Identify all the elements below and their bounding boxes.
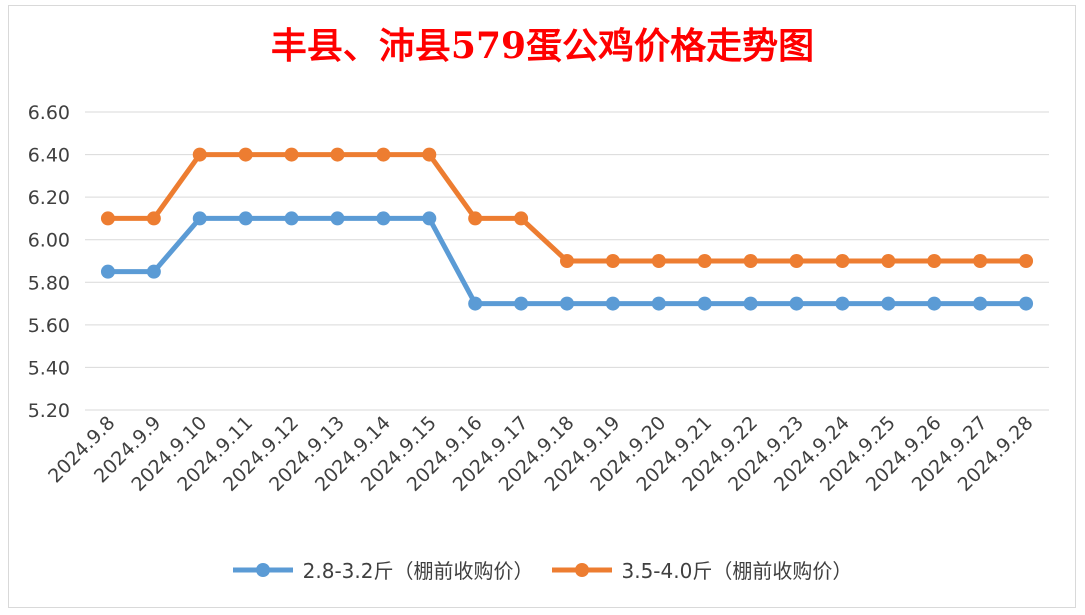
- series-2-point-7: [422, 147, 437, 162]
- series-1-point-1: [146, 264, 161, 279]
- series-2-point-18: [927, 254, 942, 268]
- series-2-point-12: [651, 254, 666, 268]
- series-2-point-2: [192, 147, 207, 162]
- series-1-point-16: [835, 296, 850, 311]
- series-1-point-10: [560, 296, 574, 311]
- series-2-point-8: [468, 211, 483, 226]
- legend: 2.8-3.2斤（棚前收购价） 3.5-4.0斤（棚前收购价）: [0, 555, 1085, 584]
- series-line-2: [105, 152, 1029, 264]
- series-2-point-6: [376, 147, 391, 162]
- series-2-point-17: [881, 254, 896, 268]
- series-1-point-4: [284, 211, 299, 226]
- legend-swatch-series-1: [232, 562, 293, 577]
- legend-item-series-1[interactable]: 2.8-3.2斤（棚前收购价）: [232, 555, 534, 584]
- series-2-point-11: [605, 254, 620, 268]
- legend-item-series-2[interactable]: 3.5-4.0斤（棚前收购价）: [551, 555, 853, 584]
- series-1-point-14: [743, 296, 758, 311]
- series-1-point-5: [330, 211, 345, 226]
- series-1-point-19: [973, 296, 988, 311]
- series-1-point-20: [1019, 296, 1034, 311]
- series-1-point-2: [192, 211, 207, 226]
- series-1-point-11: [605, 296, 620, 311]
- series-1-point-9: [514, 296, 529, 311]
- series-1-point-15: [789, 296, 804, 311]
- series-1-point-3: [238, 211, 253, 226]
- legend-label-series-1: 2.8-3.2斤（棚前收购价）: [302, 559, 534, 583]
- series-1-point-13: [697, 296, 712, 311]
- y-tick-label-4: 6.00: [28, 230, 70, 252]
- series-2-point-19: [973, 254, 988, 268]
- series-1-point-0: [100, 264, 115, 279]
- chart-title: 丰县、沛县579蛋公鸡价格走势图: [270, 25, 815, 67]
- y-tick-label-1: 5.40: [28, 357, 70, 379]
- series-2-point-20: [1019, 254, 1034, 268]
- y-tick-label-3: 5.80: [28, 272, 70, 294]
- series-1-point-7: [422, 211, 437, 226]
- y-tick-label-2: 5.60: [28, 315, 70, 337]
- series-1-point-12: [651, 296, 666, 311]
- series-2-point-1: [146, 211, 161, 226]
- series-2-point-15: [789, 254, 804, 268]
- y-tick-label-7: 6.60: [28, 102, 70, 124]
- series-2-point-4: [284, 147, 299, 162]
- series-2-point-13: [697, 254, 712, 268]
- legend-swatch-series-2: [551, 562, 612, 577]
- y-tick-label-0: 5.20: [28, 400, 70, 422]
- series-2-point-0: [100, 211, 115, 226]
- series-2-point-14: [743, 254, 758, 268]
- series-2-point-3: [238, 147, 253, 162]
- series-2-point-16: [835, 254, 850, 268]
- chart-frame: [8, 5, 1076, 608]
- series-2-point-10: [560, 254, 574, 268]
- series-1-point-18: [927, 296, 942, 311]
- series-1-point-8: [468, 296, 483, 311]
- y-tick-label-6: 6.40: [28, 145, 70, 167]
- series-2-point-5: [330, 147, 345, 162]
- series-1-point-6: [376, 211, 391, 226]
- series-1-point-17: [881, 296, 896, 311]
- y-tick-label-5: 6.20: [28, 187, 70, 209]
- series-2-point-9: [514, 211, 529, 226]
- legend-label-series-2: 3.5-4.0斤（棚前收购价）: [621, 559, 853, 583]
